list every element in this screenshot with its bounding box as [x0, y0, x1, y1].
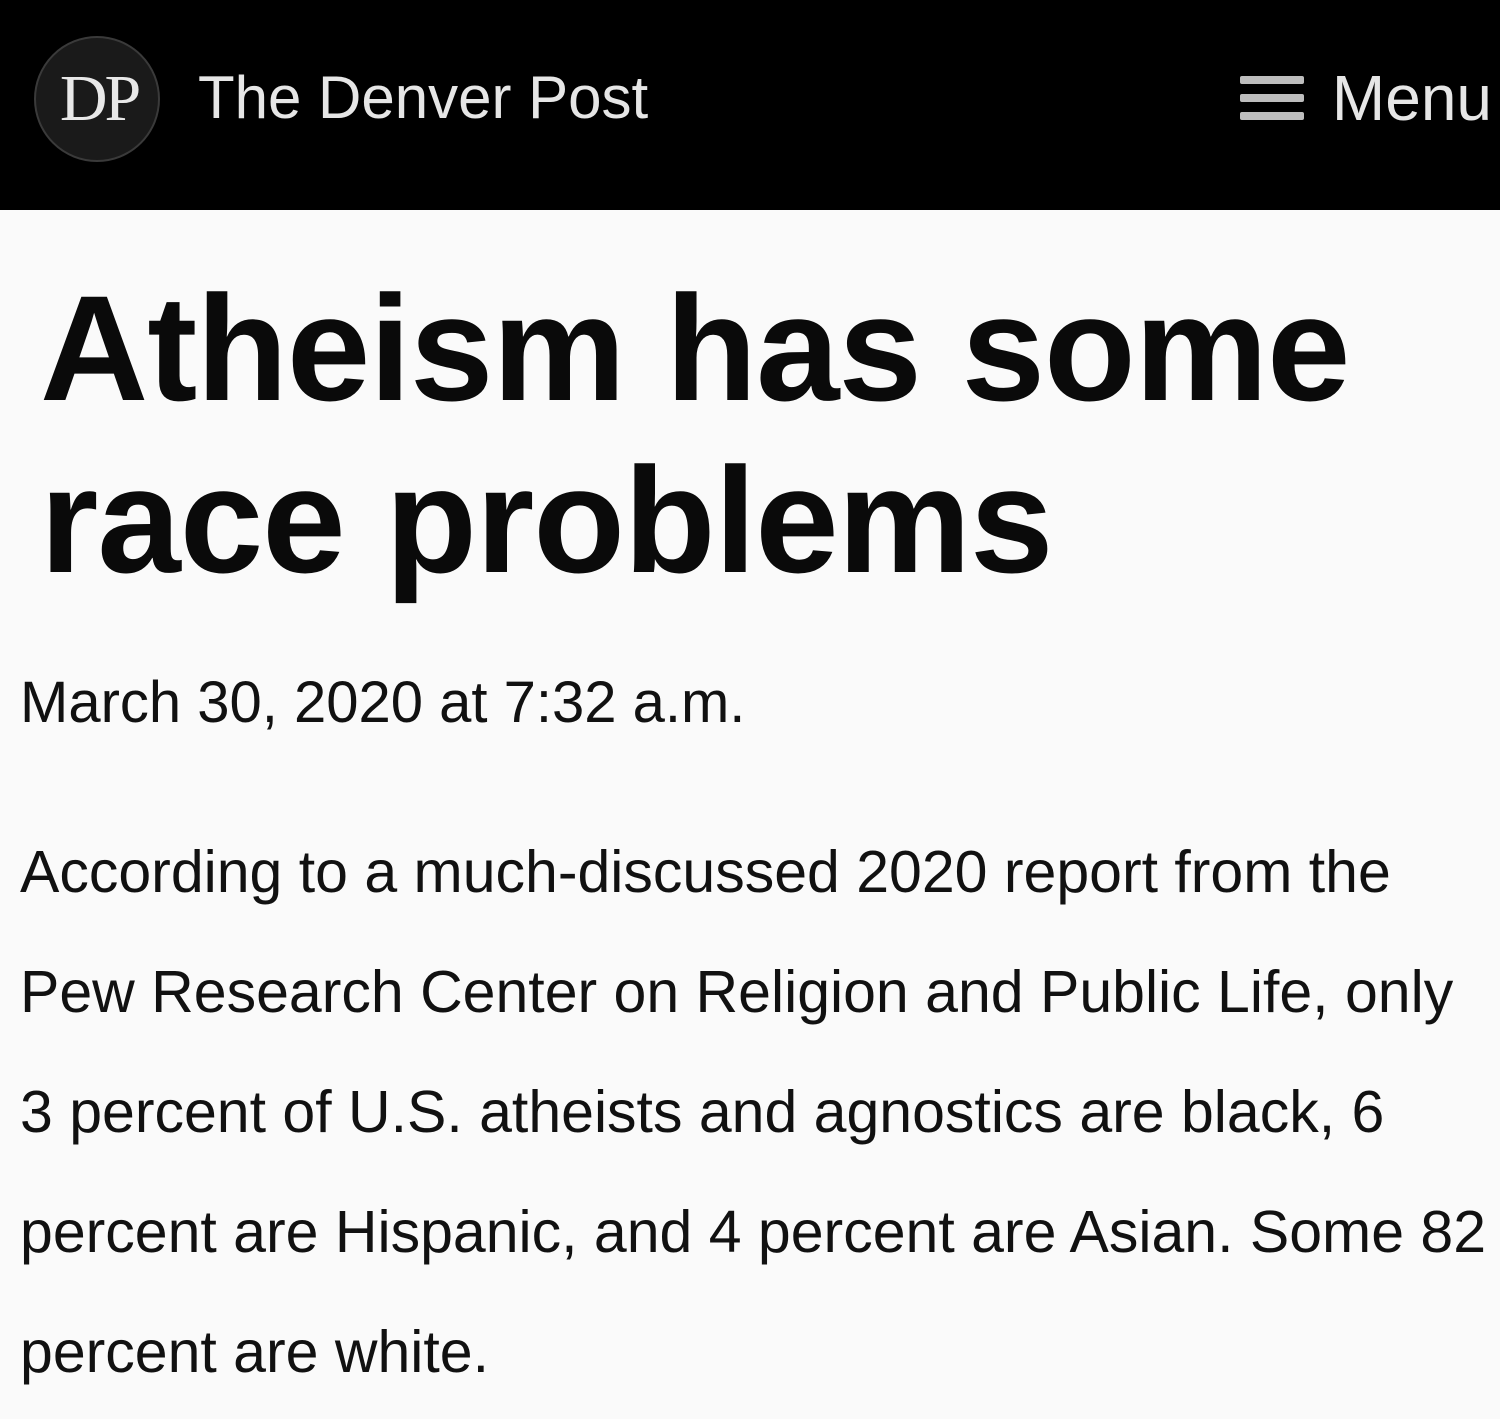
site-name-link[interactable]: The Denver Post — [198, 62, 648, 134]
denver-post-logo[interactable]: DP — [34, 36, 160, 162]
menu-label: Menu — [1332, 60, 1492, 136]
article-headline: Atheism has some race problems — [40, 262, 1460, 606]
article-dateline: March 30, 2020 at 7:32 a.m. — [20, 668, 745, 738]
logo-text: DP — [36, 64, 162, 134]
hamburger-menu-icon — [1240, 72, 1304, 124]
menu-button[interactable]: Menu — [1240, 58, 1492, 138]
site-header: DP The Denver Post Menu — [0, 0, 1500, 210]
article-body-paragraph: According to a much-discussed 2020 repor… — [20, 812, 1490, 1412]
